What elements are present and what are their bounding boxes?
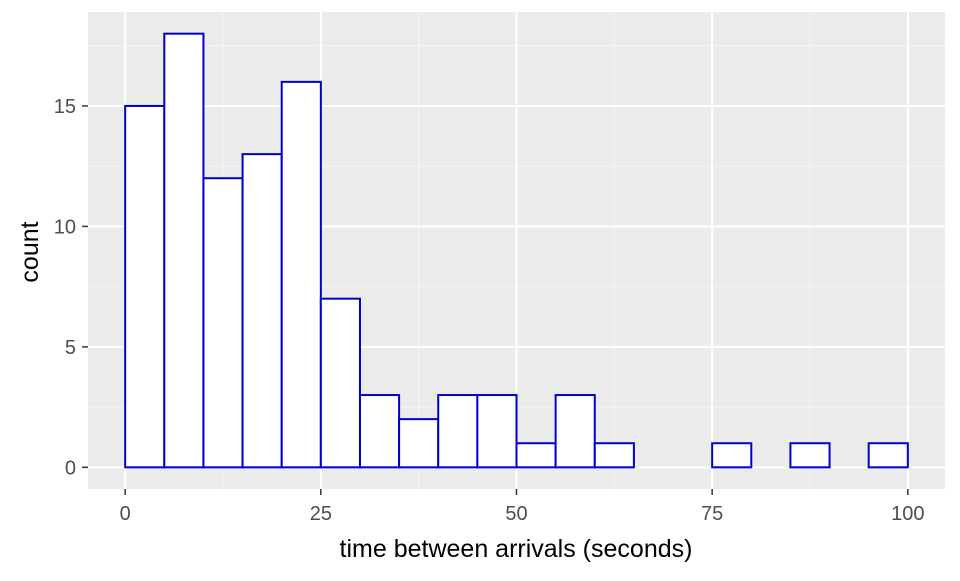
histogram-bar bbox=[789, 442, 831, 469]
histogram-bar bbox=[358, 394, 401, 469]
x-axis-ticks: 0 25 50 75 100 bbox=[120, 489, 925, 525]
histogram-bars bbox=[124, 32, 909, 469]
y-axis-ticks: 0 5 10 15 bbox=[54, 96, 88, 479]
x-tick-label: 100 bbox=[891, 503, 924, 525]
x-tick-label: 25 bbox=[310, 503, 332, 525]
histogram-bar bbox=[437, 394, 479, 469]
y-tick-label: 10 bbox=[54, 216, 76, 238]
histogram-bar bbox=[711, 442, 753, 469]
x-axis-title: time between arrivals (seconds) bbox=[340, 535, 693, 563]
histogram-bar bbox=[476, 394, 518, 469]
x-tick-label: 50 bbox=[505, 503, 527, 525]
histogram-bar bbox=[319, 297, 361, 469]
histogram-bar bbox=[163, 32, 205, 469]
y-axis-title: count bbox=[16, 221, 44, 282]
histogram-bar bbox=[554, 394, 596, 469]
y-tick-label: 0 bbox=[65, 457, 76, 479]
histogram-bar bbox=[398, 418, 440, 469]
x-tick-label: 0 bbox=[120, 503, 131, 525]
histogram-bar bbox=[867, 442, 909, 469]
y-tick-label: 15 bbox=[54, 96, 76, 118]
histogram-bar bbox=[593, 442, 635, 469]
histogram-bar bbox=[241, 153, 283, 469]
histogram-bar bbox=[515, 442, 557, 469]
histogram-bar bbox=[202, 177, 244, 469]
y-tick-label: 5 bbox=[65, 337, 76, 359]
x-tick-label: 75 bbox=[701, 503, 723, 525]
histogram-bar bbox=[124, 104, 166, 469]
histogram-bar bbox=[280, 80, 322, 469]
